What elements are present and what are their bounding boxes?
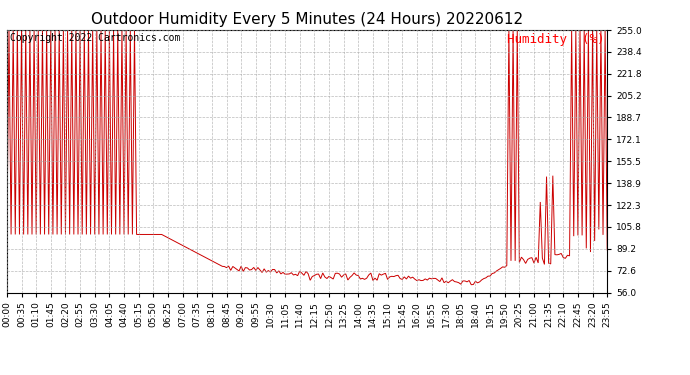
- Text: Humidity  (%): Humidity (%): [506, 33, 604, 46]
- Text: Copyright 2022 Cartronics.com: Copyright 2022 Cartronics.com: [10, 33, 180, 43]
- Title: Outdoor Humidity Every 5 Minutes (24 Hours) 20220612: Outdoor Humidity Every 5 Minutes (24 Hou…: [91, 12, 523, 27]
